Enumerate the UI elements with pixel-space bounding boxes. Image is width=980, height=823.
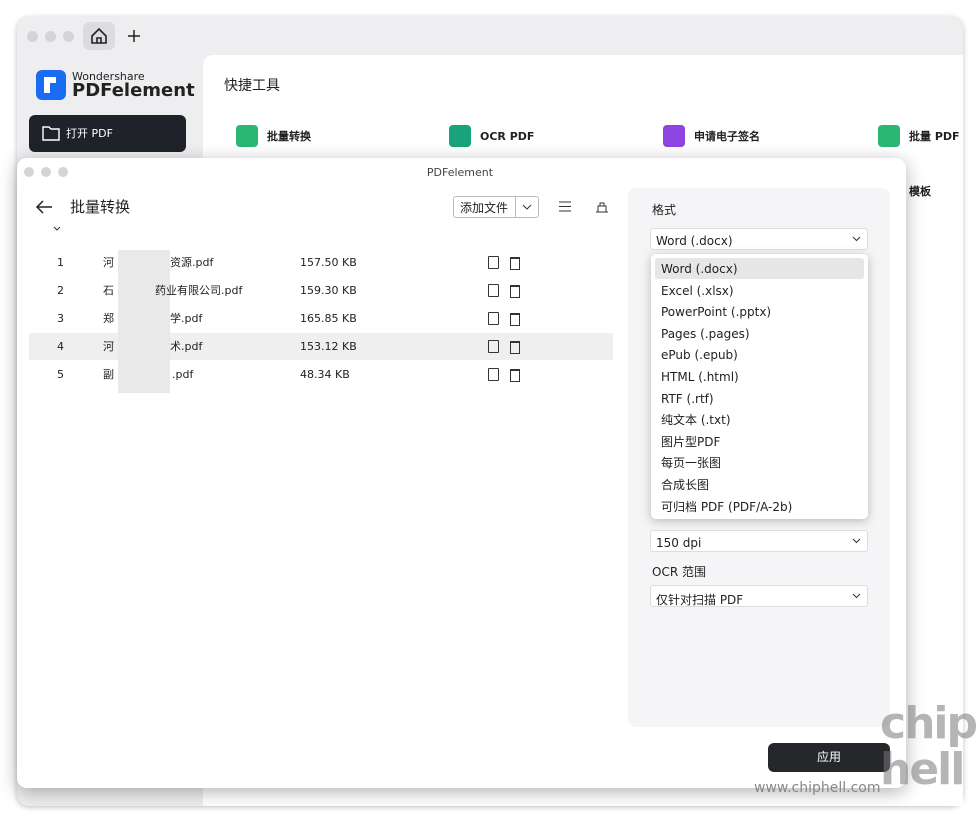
file-name-start: 石 xyxy=(103,284,114,297)
format-select[interactable]: Word (.docx) xyxy=(650,228,868,250)
convert-icon[interactable] xyxy=(488,256,499,269)
list-icon[interactable] xyxy=(559,201,571,212)
convert-icon[interactable] xyxy=(488,312,499,325)
tool-icon[interactable] xyxy=(663,125,685,147)
delete-icon[interactable] xyxy=(510,369,520,382)
file-name-end: 术.pdf xyxy=(170,340,203,353)
option-highlight xyxy=(655,258,864,279)
brand-product: PDFelement xyxy=(72,80,195,101)
format-option[interactable]: 图片型PDF xyxy=(661,434,721,449)
back-arrow[interactable] xyxy=(35,200,53,214)
dialog-dot[interactable] xyxy=(58,167,68,177)
tool-icon[interactable] xyxy=(236,125,258,147)
file-name-end: 资源.pdf xyxy=(170,256,214,269)
dialog-dot[interactable] xyxy=(24,167,34,177)
delete-icon[interactable] xyxy=(510,341,520,354)
tool-label[interactable]: OCR PDF xyxy=(480,130,535,143)
format-option[interactable]: PowerPoint (.pptx) xyxy=(661,305,772,320)
file-name-end: 药业有限公司.pdf xyxy=(155,284,243,297)
tool-label[interactable]: 批量 PDF xyxy=(909,130,960,143)
format-option[interactable]: RTF (.rtf) xyxy=(661,391,714,406)
file-name-end: 学.pdf xyxy=(170,312,203,325)
delete-icon[interactable] xyxy=(510,313,520,326)
file-name-start: 副 xyxy=(103,368,114,381)
add-files-label: 添加文件 xyxy=(460,201,509,215)
file-name-end: .pdf xyxy=(172,368,194,381)
format-option[interactable]: 合成长图 xyxy=(661,478,710,492)
clear-icon[interactable] xyxy=(595,200,609,213)
format-option[interactable]: Pages (.pages) xyxy=(661,326,750,341)
section-title: 快捷工具 xyxy=(224,78,280,94)
dpi-value: 150 dpi xyxy=(656,536,702,550)
convert-icon[interactable] xyxy=(488,340,499,353)
ocr-select[interactable]: 仅针对扫描 PDF xyxy=(650,585,868,607)
file-name-start: 郑 xyxy=(103,312,114,325)
tool-icon[interactable] xyxy=(449,125,471,147)
row-index: 3 xyxy=(57,312,64,325)
ocr-value: 仅针对扫描 PDF xyxy=(656,593,744,607)
home-tab[interactable] xyxy=(83,22,115,50)
sort-chevron[interactable] xyxy=(53,226,61,232)
convert-icon[interactable] xyxy=(488,368,499,381)
file-size: 48.34 KB xyxy=(300,368,350,381)
tool-label[interactable]: 模板 xyxy=(909,185,931,198)
folder-icon xyxy=(42,126,60,141)
convert-icon[interactable] xyxy=(488,284,499,297)
format-option[interactable]: Excel (.xlsx) xyxy=(661,283,734,298)
new-tab[interactable] xyxy=(127,29,141,43)
open-button[interactable] xyxy=(29,115,186,152)
row-index: 5 xyxy=(57,368,64,381)
file-size: 165.85 KB xyxy=(300,312,357,325)
dropdown-chevron[interactable] xyxy=(522,204,532,211)
format-value: Word (.docx) xyxy=(656,234,733,248)
format-option[interactable]: 可归档 PDF (PDF/A-2b) xyxy=(661,499,793,514)
row-index: 1 xyxy=(57,256,64,269)
divider xyxy=(515,196,516,218)
close-dot[interactable] xyxy=(27,31,38,42)
logo-icon xyxy=(36,70,66,100)
apply-label: 应用 xyxy=(816,750,841,764)
tool-label[interactable]: 申请电子签名 xyxy=(694,130,760,143)
watermark-bottom: hell xyxy=(880,744,965,795)
watermark-top: chip xyxy=(880,698,978,749)
row-index: 4 xyxy=(57,340,64,353)
watermark-url: www.chiphell.com xyxy=(754,780,881,796)
file-size: 157.50 KB xyxy=(300,256,357,269)
format-option[interactable]: Word (.docx) xyxy=(661,262,738,276)
format-label: 格式 xyxy=(652,203,677,217)
dpi-select[interactable]: 150 dpi xyxy=(650,530,868,552)
ocr-label: OCR 范围 xyxy=(652,565,706,579)
format-option[interactable]: 纯文本 (.txt) xyxy=(661,413,731,428)
format-option[interactable]: 每页一张图 xyxy=(661,456,722,471)
delete-icon[interactable] xyxy=(510,285,520,298)
apply-button[interactable] xyxy=(768,743,890,772)
format-option[interactable]: ePub (.epub) xyxy=(661,348,738,363)
min-dot[interactable] xyxy=(45,31,56,42)
row-index: 2 xyxy=(57,284,64,297)
dialog-dot[interactable] xyxy=(41,167,51,177)
open-button-label: 打开 PDF xyxy=(66,127,113,140)
max-dot[interactable] xyxy=(63,31,74,42)
tool-icon[interactable] xyxy=(878,125,900,147)
file-size: 153.12 KB xyxy=(300,340,357,353)
page-title: 批量转换 xyxy=(70,198,131,216)
add-files-button[interactable] xyxy=(453,196,539,218)
brand-company: Wondershare xyxy=(72,70,145,83)
delete-icon[interactable] xyxy=(510,257,520,270)
format-option[interactable]: HTML (.html) xyxy=(661,370,739,384)
dialog-title: PDFelement xyxy=(426,166,494,179)
format-dropdown xyxy=(651,254,868,519)
blur-mask xyxy=(118,250,170,393)
tool-label[interactable]: 批量转换 xyxy=(267,130,311,143)
file-name-start: 河 xyxy=(103,340,114,353)
file-name-start: 河 xyxy=(103,256,114,269)
file-size: 159.30 KB xyxy=(300,284,357,297)
